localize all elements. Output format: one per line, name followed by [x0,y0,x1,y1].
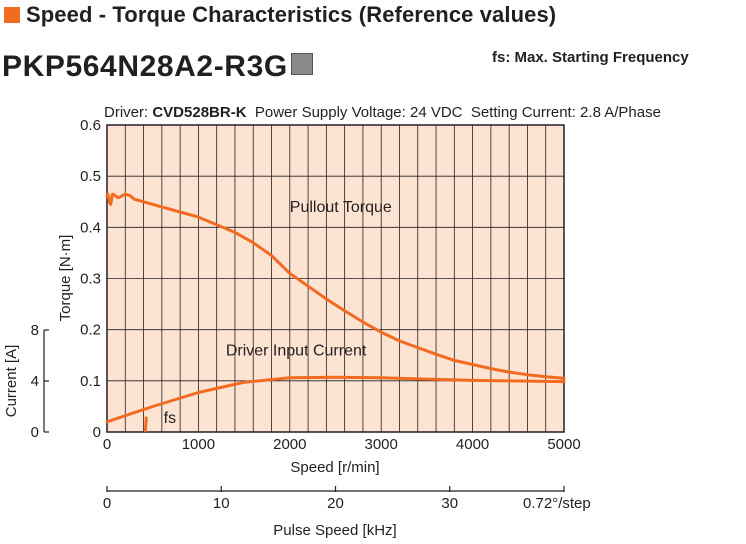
x-tick-label: 5000 [547,436,580,453]
fs-note: fs: Max. Starting Frequency [492,49,689,66]
y-axis-label: Torque [N·m] [57,235,74,322]
conditions-line: Driver: CVD528BR-K Power Supply Voltage:… [104,104,661,121]
gray-square-icon [290,53,313,75]
y-tick-label: 0.2 [80,322,101,339]
chart-marks [105,192,566,433]
y2-tick-label: 0 [31,424,39,441]
heading-text: Speed - Torque Characteristics (Referenc… [26,2,557,27]
y-tick-label: 0.6 [80,117,101,134]
y-tick-label: 0.3 [80,271,101,288]
driver-prefix: Driver: [104,104,152,121]
conditions-rest: Power Supply Voltage: 24 VDC Setting Cur… [247,104,661,121]
x2-suffix-label: 0.72°/step [523,495,591,512]
model-name: PKP564N28A2-R3G [2,50,313,84]
x2-tick-label: 10 [213,495,230,512]
grid-lines [107,125,564,432]
current-curve [105,375,566,424]
x-tick-label: 3000 [365,436,398,453]
plot-frame [106,124,565,433]
x-tick-label: 1000 [182,436,215,453]
y-tick-label: 0 [93,424,101,441]
y-tick-label: 0.1 [80,373,101,390]
annotation-label: fs [164,410,176,427]
torque-curve [105,192,566,380]
y-tick-label: 0.5 [80,168,101,185]
x-tick-label: 2000 [273,436,306,453]
orange-square-icon [4,7,20,23]
chart-heading: Speed - Torque Characteristics (Referenc… [4,2,556,28]
x-axis-label: Speed [r/min] [290,459,379,476]
model-text: PKP564N28A2-R3G [2,50,288,83]
driver-model: CVD528BR-K [152,104,246,121]
x-tick-label: 0 [103,436,111,453]
y2-axis-label: Current [A] [3,345,20,418]
annotation-label: Driver Input Current [226,342,367,359]
y2-tick-label: 4 [31,373,39,390]
x-tick-label: 4000 [456,436,489,453]
annotation-label: Pullout Torque [290,199,392,216]
y2-tick-label: 8 [31,322,39,339]
fs-marker [143,416,148,433]
x2-tick-label: 0 [103,495,111,512]
y-tick-label: 0.4 [80,219,101,236]
x2-tick-label: 20 [327,495,344,512]
x2-tick-label: 30 [441,495,458,512]
x2-axis-label: Pulse Speed [kHz] [273,522,396,539]
